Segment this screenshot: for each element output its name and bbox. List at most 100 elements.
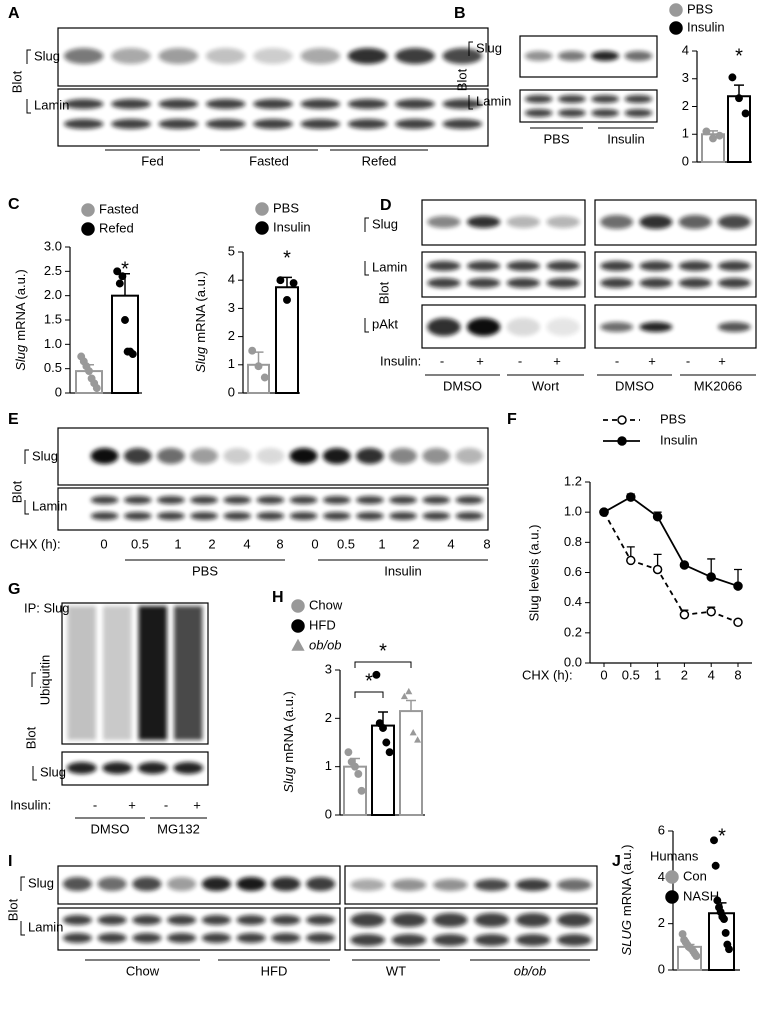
- panel-label: D: [380, 197, 392, 214]
- significance-star: *: [283, 247, 291, 269]
- blot-band: [474, 913, 510, 927]
- blot-box: [61, 751, 209, 786]
- group-label: Insulin: [384, 563, 422, 578]
- blot-box: [421, 251, 586, 298]
- row-label: Slug: [40, 764, 66, 779]
- lane-label: 0.5: [131, 536, 149, 551]
- y-tick-label: 4: [228, 272, 235, 287]
- y-tick-label: 3: [682, 70, 689, 85]
- legend-label: NASH: [683, 888, 719, 903]
- significance-bracket: [354, 661, 412, 668]
- data-point: [741, 109, 750, 118]
- blot-band: [63, 48, 104, 64]
- blot-band: [515, 879, 551, 891]
- y-tick-label: 0.5: [44, 360, 62, 375]
- blot-band: [546, 318, 580, 336]
- bracket: [364, 217, 369, 232]
- legend-label: PBS: [687, 1, 713, 16]
- blot-band: [717, 322, 751, 332]
- blot-band: [557, 95, 586, 103]
- blot-band: [132, 915, 162, 925]
- data-point: [706, 606, 716, 617]
- blot-band: [300, 99, 341, 109]
- blot-band: [223, 448, 252, 464]
- data-point: [113, 267, 122, 276]
- group-label: DMSO: [443, 378, 482, 393]
- blot-band: [347, 99, 388, 109]
- group-label: Wort: [532, 378, 560, 393]
- data-point: [414, 736, 422, 743]
- blot-band: [62, 933, 92, 943]
- blot-band: [455, 512, 484, 520]
- y-axis-label-italic: SLUG: [619, 920, 634, 955]
- data-point: [115, 279, 124, 288]
- blot-box: [57, 427, 489, 486]
- blot-band: [201, 877, 231, 891]
- blot-band: [111, 48, 151, 64]
- blot-band: [556, 934, 592, 946]
- y-tick-label: 3: [228, 300, 235, 315]
- group-label: PBS: [543, 131, 569, 146]
- blot-label: Blot: [9, 480, 24, 503]
- bracket: [468, 95, 473, 110]
- blot-band: [427, 261, 461, 271]
- blot-band: [123, 496, 152, 504]
- x-tick-label: 8: [734, 667, 741, 682]
- group-label: WT: [386, 963, 406, 978]
- blot-band: [167, 915, 197, 925]
- data-point: [733, 581, 743, 591]
- data-point: [409, 728, 417, 736]
- blot-band: [506, 318, 541, 336]
- data-point: [344, 748, 353, 757]
- chart-title: Humans: [650, 848, 699, 863]
- treatment-label: Insulin:: [380, 353, 421, 368]
- blot-band: [97, 877, 127, 891]
- lane-label: 2: [412, 536, 419, 551]
- y-tick-label: 0: [55, 384, 62, 399]
- y-tick-label: 4: [682, 42, 689, 57]
- x-axis-label: CHX (h):: [522, 667, 573, 682]
- blot-band: [355, 448, 384, 464]
- blot-band: [158, 99, 199, 109]
- y-tick-label: 1.0: [44, 336, 62, 351]
- bar: [399, 710, 423, 816]
- y-tick-label: 0.6: [564, 564, 582, 579]
- blot-band: [306, 933, 336, 943]
- blot-band: [156, 512, 185, 520]
- x-tick-label: 0.5: [622, 667, 640, 682]
- bracket: [364, 318, 369, 333]
- data-point: [128, 350, 137, 359]
- legend-label: Insulin: [273, 219, 311, 234]
- blot-band: [201, 915, 231, 925]
- data-point: [710, 836, 718, 845]
- group-label: MK2066: [694, 378, 742, 393]
- data-point: [405, 687, 413, 695]
- blot-band: [167, 933, 197, 943]
- blot-band: [717, 215, 751, 229]
- blot-band: [717, 278, 751, 288]
- y-axis-label-rest: mRNA (a.u.): [193, 271, 208, 343]
- y-tick-label: 0.8: [564, 534, 582, 549]
- blot-band: [256, 448, 285, 464]
- data-point: [679, 609, 690, 620]
- panel-label: H: [272, 589, 284, 606]
- y-tick-label: 1: [325, 758, 332, 773]
- significance-star: *: [379, 640, 387, 662]
- blot-band: [546, 216, 580, 228]
- blot-band: [591, 95, 620, 103]
- blot-smear: [174, 606, 203, 740]
- data-point: [121, 316, 129, 324]
- data-point: [400, 692, 408, 700]
- blot-band: [256, 496, 285, 504]
- legend-marker: [81, 222, 95, 236]
- x-tick-label: 1: [654, 667, 661, 682]
- lane-label: -: [518, 353, 522, 368]
- blot-band: [190, 496, 219, 504]
- blot-band: [557, 109, 586, 117]
- lane-label: -: [440, 353, 444, 368]
- blot-band: [111, 99, 151, 109]
- blot-band: [253, 99, 293, 109]
- blot-label: Blot: [5, 898, 20, 921]
- y-axis-label: SLUG mRNA (a.u.): [619, 845, 634, 956]
- blot-band: [253, 48, 293, 64]
